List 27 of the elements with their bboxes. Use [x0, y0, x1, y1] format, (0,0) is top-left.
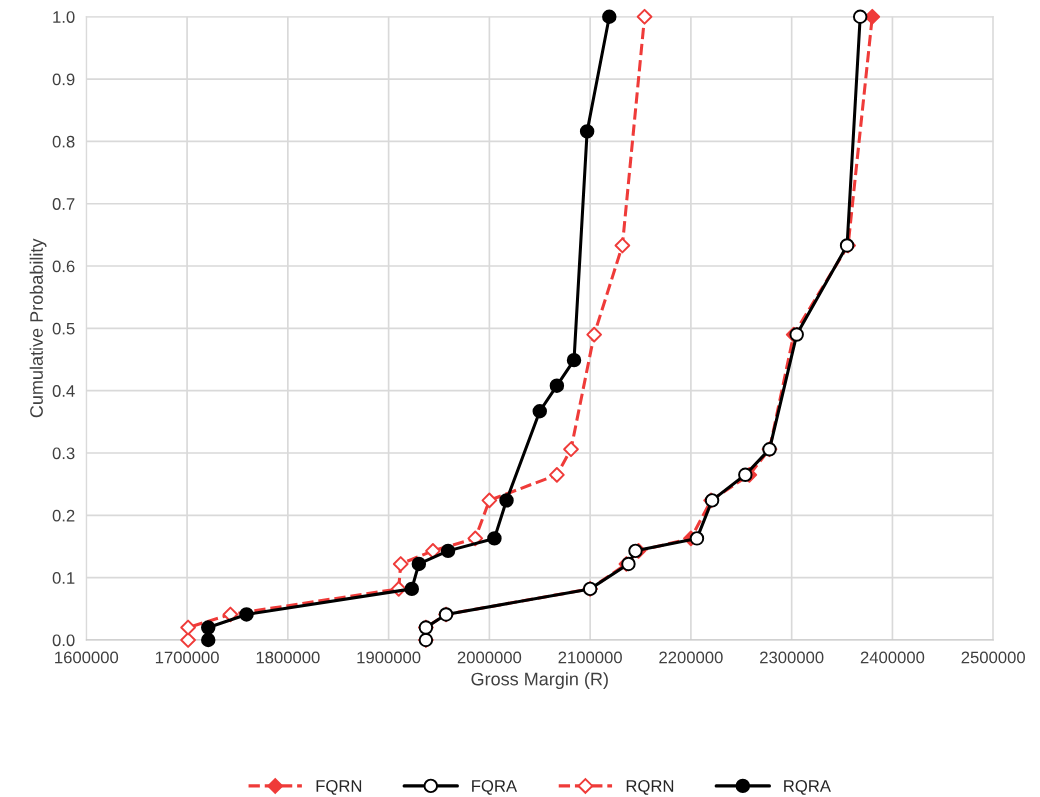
legend-label: RQRA — [784, 780, 831, 795]
x-tick-label: 2300000 — [760, 651, 824, 664]
x-tick-label: 2100000 — [558, 651, 622, 664]
x-tick-label: 1900000 — [357, 651, 421, 664]
y-tick-label: 0.1 — [52, 572, 75, 584]
y-tick-label: 0.8 — [52, 135, 75, 148]
x-tick-label: 1800000 — [256, 651, 320, 664]
y-tick-label: 0.6 — [52, 260, 75, 273]
y-tick-label: 1.0 — [53, 11, 75, 23]
legend-label: FQRA — [472, 780, 518, 795]
y-tick-label: 0.3 — [52, 447, 75, 460]
y-tick-label: 0.5 — [52, 322, 75, 335]
y-axis-title: Cumulative Probability — [29, 238, 47, 418]
x-tick-label: 1600000 — [55, 651, 119, 664]
y-tick-label: 0.2 — [52, 509, 75, 522]
x-tick-label: 2400000 — [860, 651, 925, 664]
legend-label: FQRN — [316, 780, 362, 795]
x-tick-label: 2200000 — [659, 651, 723, 664]
legend-label: RQRN — [626, 780, 674, 795]
x-tick-label: 1700000 — [155, 651, 219, 664]
x-axis-title: Gross Margin (R) — [471, 672, 608, 690]
x-tick-label: 2000000 — [457, 651, 522, 664]
y-tick-label: 0.0 — [52, 634, 75, 647]
x-tick-label: 2500000 — [961, 651, 1025, 664]
y-tick-label: 0.4 — [52, 385, 75, 397]
y-tick-label: 0.9 — [52, 73, 75, 86]
y-tick-label: 0.7 — [52, 198, 75, 210]
